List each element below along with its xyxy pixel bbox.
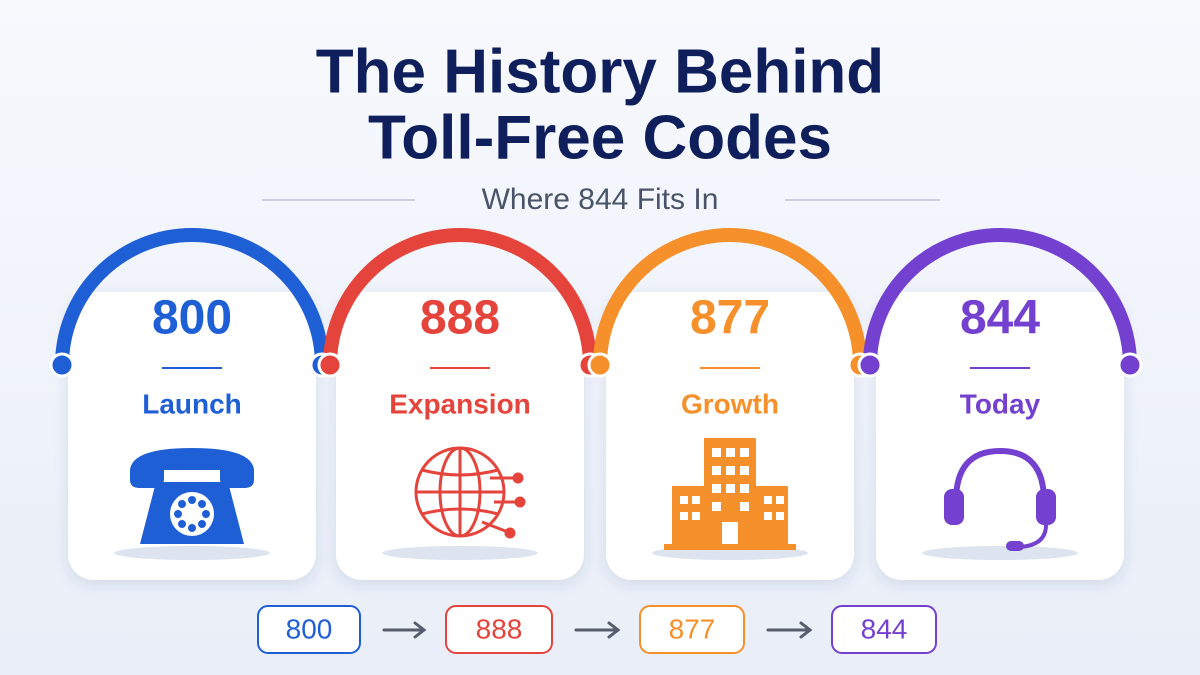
cards: 800 Launch 888 Expansion 877 Growth 844 Today xyxy=(49,228,1143,580)
flow-box xyxy=(831,605,937,654)
node-dot xyxy=(857,352,883,378)
flow-code: 800 xyxy=(286,613,333,644)
code: 844 xyxy=(960,292,1040,345)
title-line: The History Behind xyxy=(316,37,884,106)
flow-arrow xyxy=(574,621,621,639)
flow-box xyxy=(257,605,361,654)
subtitle: Where 844 Fits In xyxy=(482,183,719,216)
node-dot xyxy=(587,352,613,378)
label: Today xyxy=(960,388,1041,419)
phone-icon xyxy=(130,448,254,544)
arc xyxy=(323,228,597,372)
icons xyxy=(130,438,1056,551)
flow-code: 888 xyxy=(476,613,523,644)
code: 888 xyxy=(420,292,500,345)
card xyxy=(336,292,584,580)
flow-code: 844 xyxy=(861,613,908,644)
flow: 800 888 877 844 xyxy=(257,605,937,654)
building-icon xyxy=(664,438,796,550)
title-line: Toll-Free Codes xyxy=(368,103,832,172)
code: 877 xyxy=(690,292,770,345)
label: Expansion xyxy=(389,388,531,419)
flow-arrow xyxy=(382,621,427,639)
card xyxy=(876,292,1124,580)
arc xyxy=(55,228,329,372)
icon-shadow xyxy=(922,546,1078,560)
flow-box xyxy=(639,605,745,654)
card xyxy=(68,292,316,580)
flow-box xyxy=(445,605,553,654)
arc xyxy=(863,228,1137,372)
node-dot xyxy=(1117,352,1143,378)
label: Launch xyxy=(142,388,242,419)
flow-arrow xyxy=(766,621,813,639)
code: 800 xyxy=(152,292,232,345)
globe-icon xyxy=(414,446,526,539)
icon-shadow xyxy=(114,546,270,560)
node-dot xyxy=(49,352,75,378)
headset-icon xyxy=(944,447,1056,551)
icon-shadow xyxy=(382,546,538,560)
flow-code: 877 xyxy=(669,613,716,644)
arc xyxy=(593,228,867,372)
node-dot xyxy=(317,352,343,378)
card xyxy=(606,292,854,580)
label: Growth xyxy=(681,388,779,419)
